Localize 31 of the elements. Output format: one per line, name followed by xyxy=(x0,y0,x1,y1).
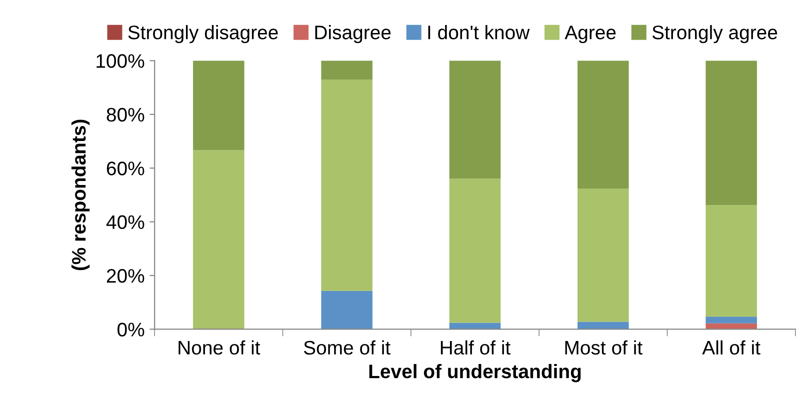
bar xyxy=(321,290,372,330)
x-tick-label: Half of it xyxy=(440,340,511,355)
bar xyxy=(706,205,757,317)
bar xyxy=(321,60,372,80)
bar xyxy=(321,80,372,291)
x-tick-label: All of it xyxy=(702,340,760,355)
y-tick-label: 100% xyxy=(96,54,144,68)
x-axis-title: Level of understanding xyxy=(369,364,581,382)
legend-label: Disagree xyxy=(315,25,391,44)
y-axis-title: (% respondants) xyxy=(71,120,90,270)
legend-label: Strongly agree xyxy=(652,25,778,44)
x-tick-label: Some of it xyxy=(304,340,390,355)
y-tick-label: 60% xyxy=(106,162,144,176)
x-tick-label: None of it xyxy=(178,340,260,355)
bar xyxy=(706,60,757,206)
legend-label: I don't know xyxy=(428,25,530,40)
bar xyxy=(578,60,629,189)
y-tick-label: 0% xyxy=(118,322,144,336)
bar xyxy=(706,316,757,324)
bar xyxy=(578,188,629,322)
y-tick-label: 40% xyxy=(106,215,144,230)
bar xyxy=(193,150,244,330)
legend-label: Strongly disagree xyxy=(128,25,278,44)
bar xyxy=(578,322,629,330)
bar xyxy=(449,178,501,323)
legend-label: Agree xyxy=(564,26,616,44)
y-tick-label: 20% xyxy=(106,268,144,283)
y-tick-label: 80% xyxy=(106,108,144,122)
bar xyxy=(449,60,501,179)
x-tick-label: Most of it xyxy=(565,340,642,355)
bar xyxy=(193,60,244,150)
